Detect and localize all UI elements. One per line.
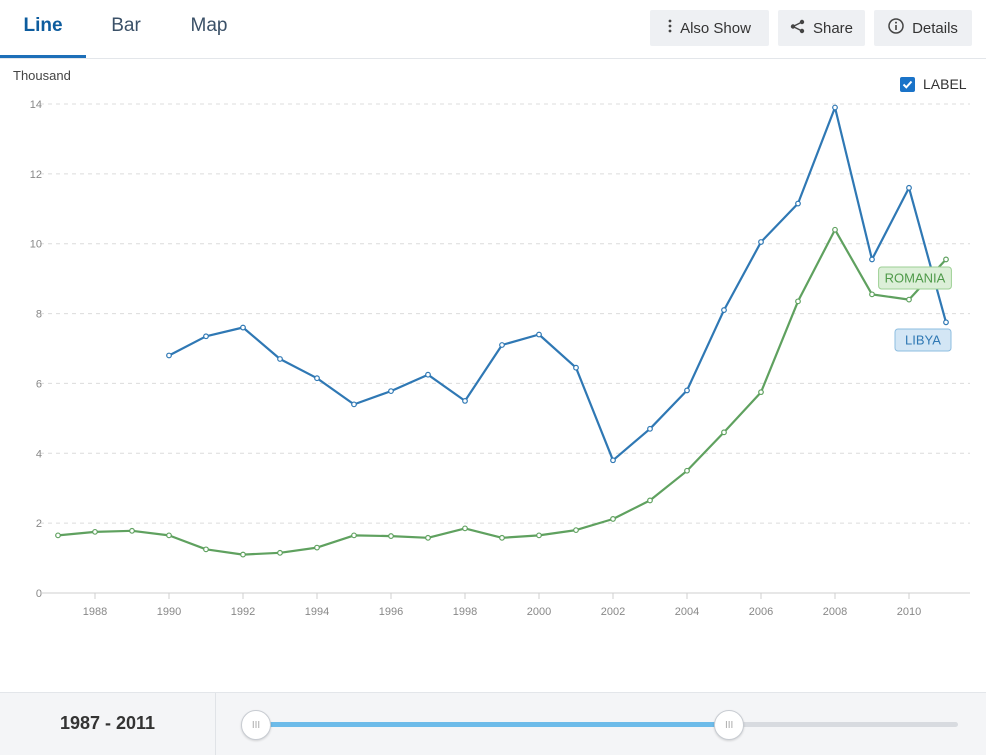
- x-tick-label: 1996: [379, 606, 403, 618]
- data-point-romania: [92, 528, 98, 535]
- share-label: Share: [812, 19, 854, 37]
- also-show-label: Also Show: [680, 19, 751, 37]
- data-point-libya: [906, 184, 912, 191]
- data-point-romania: [425, 534, 431, 541]
- data-point-romania: [832, 226, 838, 233]
- data-point-romania: [869, 291, 875, 298]
- y-tick-label: 14: [30, 99, 42, 111]
- data-point-romania: [277, 549, 283, 556]
- data-point-libya: [499, 342, 505, 348]
- series-label-romania: ROMANIA: [885, 271, 946, 286]
- data-point-romania: [462, 525, 468, 532]
- x-tick-label: 2002: [601, 606, 625, 618]
- also-show-button[interactable]: Also Show: [650, 10, 769, 46]
- data-point-romania: [573, 527, 579, 534]
- data-point-libya: [203, 333, 209, 340]
- data-point-libya: [166, 352, 172, 359]
- tab-map[interactable]: Map: [190, 15, 228, 36]
- tab-bar[interactable]: Bar: [111, 15, 141, 36]
- y-tick-label: 0: [36, 588, 42, 600]
- data-point-libya: [314, 375, 320, 382]
- line-chart: 0 2 4 6 8 10 12 14 1988 1990 1992 1994 1996 1998 2000 2…: [30, 99, 970, 618]
- y-axis-unit-label: Thousand: [13, 68, 71, 83]
- label-toggle[interactable]: LABEL: [900, 76, 967, 92]
- data-point-libya: [462, 397, 468, 404]
- data-point-romania: [129, 527, 135, 534]
- data-point-libya: [425, 371, 431, 378]
- data-point-romania: [388, 533, 394, 539]
- series-line-libya: [168, 106, 948, 462]
- y-tick-label: 4: [36, 448, 42, 460]
- data-point-libya: [610, 457, 616, 464]
- x-tick-label: 2004: [675, 606, 699, 618]
- data-point-libya: [684, 387, 690, 394]
- y-tick-label: 6: [36, 378, 42, 390]
- data-point-romania: [314, 544, 320, 551]
- data-point-romania: [906, 296, 912, 303]
- info-icon: [888, 18, 904, 38]
- year-range-label: 1987 - 2011: [0, 693, 216, 755]
- series-label-box-libya: [894, 328, 952, 352]
- data-point-romania: [166, 532, 172, 539]
- data-point-romania: [795, 298, 801, 305]
- data-point-romania: [943, 256, 949, 263]
- details-button[interactable]: Details: [874, 10, 972, 46]
- share-button[interactable]: Share: [778, 10, 865, 46]
- data-point-libya: [277, 356, 283, 362]
- y-tick-label: 12: [30, 169, 42, 181]
- data-point-libya: [351, 401, 357, 408]
- data-point-libya: [721, 307, 727, 313]
- data-point-libya: [832, 104, 838, 111]
- kebab-icon: [668, 19, 672, 37]
- data-point-romania: [203, 546, 209, 553]
- data-point-libya: [388, 388, 394, 395]
- data-point-romania: [721, 429, 727, 436]
- data-point-romania: [684, 467, 690, 474]
- data-point-libya: [943, 319, 949, 326]
- checkbox-checked-icon[interactable]: [900, 76, 915, 92]
- data-point-romania: [610, 516, 616, 522]
- data-point-romania: [55, 532, 61, 539]
- x-tick-label: 1992: [231, 606, 255, 618]
- series-label-libya: LIBYA: [905, 333, 941, 348]
- series-line-romania: [57, 228, 947, 556]
- data-point-romania: [499, 534, 505, 541]
- label-toggle-text: LABEL: [923, 76, 967, 92]
- data-point-romania: [240, 551, 246, 558]
- tab-line[interactable]: Line: [0, 0, 86, 58]
- data-point-libya: [869, 256, 875, 263]
- y-tick-label: 2: [36, 518, 42, 530]
- data-point-romania: [351, 532, 357, 539]
- x-tick-label: 1994: [305, 606, 329, 618]
- x-tick-label: 2008: [823, 606, 847, 618]
- data-point-libya: [758, 239, 764, 245]
- top-bar: Line Bar Map Also Show Share Details: [0, 0, 986, 59]
- x-tick-label: 1998: [453, 606, 477, 618]
- x-tick-label: 2010: [897, 606, 921, 618]
- data-point-libya: [795, 200, 801, 207]
- data-point-libya: [647, 425, 653, 432]
- data-point-romania: [536, 532, 542, 539]
- data-point-romania: [758, 389, 764, 396]
- y-tick-label: 10: [30, 239, 42, 251]
- data-point-libya: [536, 331, 542, 338]
- x-tick-label: 2006: [749, 606, 773, 618]
- x-tick-label: 1990: [157, 606, 181, 618]
- time-range-footer: 1987 - 2011 III III: [0, 692, 986, 755]
- data-point-libya: [240, 324, 246, 331]
- data-point-romania: [647, 497, 653, 504]
- data-point-libya: [573, 364, 579, 371]
- x-tick-label: 2000: [527, 606, 551, 618]
- details-label: Details: [912, 19, 958, 37]
- x-tick-label: 1988: [83, 606, 107, 618]
- share-icon: [790, 19, 805, 38]
- range-slider-fill: [255, 722, 729, 727]
- range-slider-start-handle[interactable]: III: [241, 710, 271, 740]
- series-label-box-romania: [878, 266, 952, 290]
- y-tick-label: 8: [36, 309, 42, 321]
- range-slider-end-handle[interactable]: III: [714, 710, 745, 740]
